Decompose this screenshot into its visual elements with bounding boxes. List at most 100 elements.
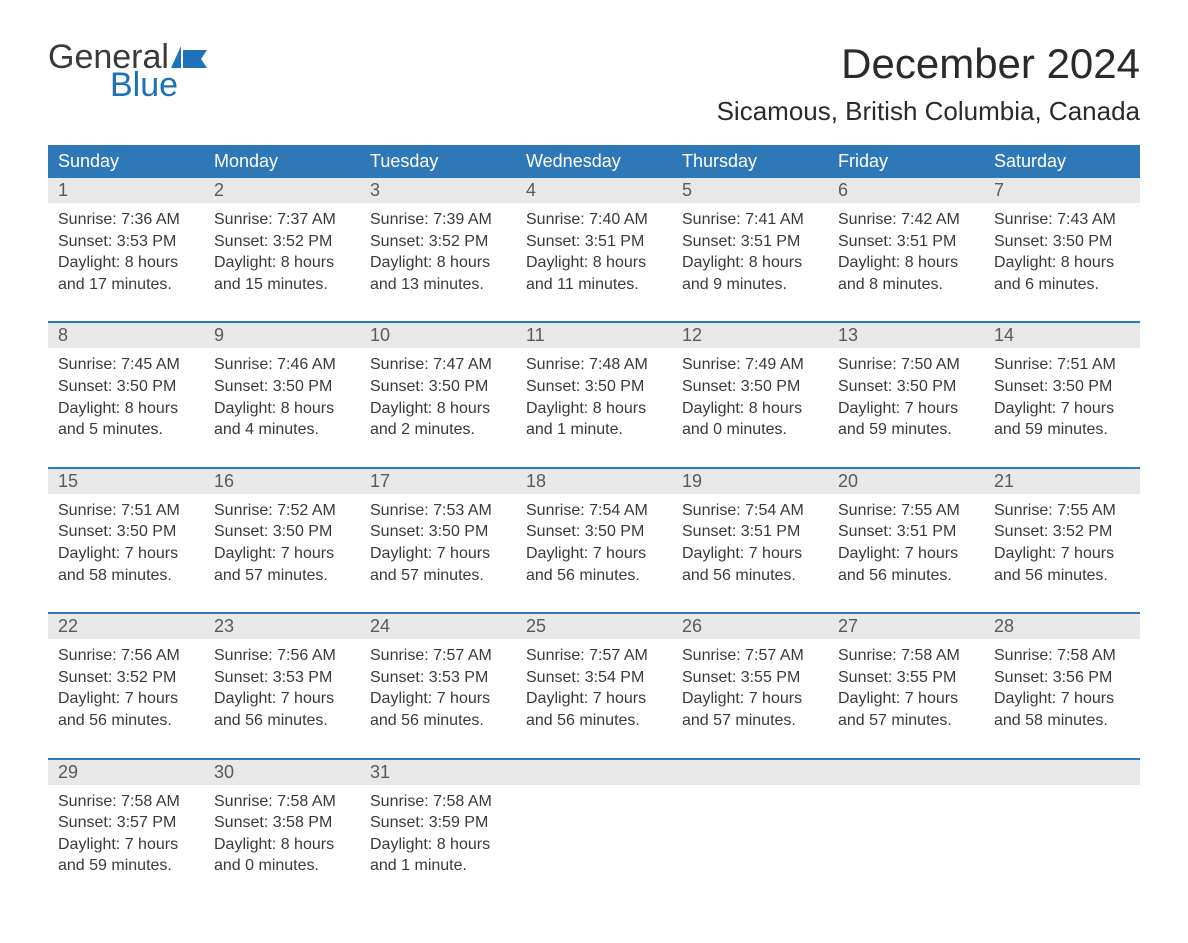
sunset-text: Sunset: 3:50 PM <box>526 521 662 543</box>
daylight-text: Daylight: 7 hours <box>838 543 974 565</box>
day-cell <box>516 785 672 903</box>
daylight-text: Daylight: 7 hours <box>838 688 974 710</box>
title-block: December 2024 Sicamous, British Columbia… <box>717 40 1140 127</box>
daylight-text: and 57 minutes. <box>214 565 350 587</box>
sunset-text: Sunset: 3:52 PM <box>214 231 350 253</box>
daylight-text: Daylight: 8 hours <box>370 252 506 274</box>
daylight-text: Daylight: 7 hours <box>682 543 818 565</box>
daylight-text: and 1 minute. <box>370 855 506 877</box>
sunrise-text: Sunrise: 7:47 AM <box>370 354 506 376</box>
sunset-text: Sunset: 3:51 PM <box>526 231 662 253</box>
day-number: 27 <box>828 614 984 639</box>
day-cell: Sunrise: 7:56 AMSunset: 3:53 PMDaylight:… <box>204 639 360 757</box>
flag-icon <box>171 46 207 68</box>
daylight-text: and 57 minutes. <box>838 710 974 732</box>
daylight-text: Daylight: 7 hours <box>58 543 194 565</box>
location-text: Sicamous, British Columbia, Canada <box>717 96 1140 127</box>
daylight-text: and 56 minutes. <box>682 565 818 587</box>
sunset-text: Sunset: 3:50 PM <box>58 376 194 398</box>
sunrise-text: Sunrise: 7:55 AM <box>994 500 1130 522</box>
day-cell: Sunrise: 7:49 AMSunset: 3:50 PMDaylight:… <box>672 348 828 466</box>
sunrise-text: Sunrise: 7:37 AM <box>214 209 350 231</box>
sunset-text: Sunset: 3:59 PM <box>370 812 506 834</box>
day-number <box>516 760 672 785</box>
sunrise-text: Sunrise: 7:46 AM <box>214 354 350 376</box>
daylight-text: and 1 minute. <box>526 419 662 441</box>
day-cell: Sunrise: 7:48 AMSunset: 3:50 PMDaylight:… <box>516 348 672 466</box>
daylight-text: Daylight: 7 hours <box>214 543 350 565</box>
day-cell: Sunrise: 7:51 AMSunset: 3:50 PMDaylight:… <box>984 348 1140 466</box>
daylight-text: Daylight: 7 hours <box>838 398 974 420</box>
daylight-text: Daylight: 7 hours <box>370 543 506 565</box>
day-cell <box>672 785 828 903</box>
calendar: Sunday Monday Tuesday Wednesday Thursday… <box>48 145 1140 903</box>
sunrise-text: Sunrise: 7:50 AM <box>838 354 974 376</box>
daylight-text: and 56 minutes. <box>58 710 194 732</box>
daylight-text: and 0 minutes. <box>214 855 350 877</box>
day-cell: Sunrise: 7:58 AMSunset: 3:57 PMDaylight:… <box>48 785 204 903</box>
daylight-text: and 4 minutes. <box>214 419 350 441</box>
daylight-text: and 56 minutes. <box>526 565 662 587</box>
day-cell: Sunrise: 7:53 AMSunset: 3:50 PMDaylight:… <box>360 494 516 612</box>
day-number: 12 <box>672 323 828 348</box>
day-number: 22 <box>48 614 204 639</box>
day-number-row: 15161718192021 <box>48 469 1140 494</box>
day-number: 17 <box>360 469 516 494</box>
sunset-text: Sunset: 3:50 PM <box>214 521 350 543</box>
day-header-wed: Wednesday <box>516 145 672 178</box>
day-cell: Sunrise: 7:50 AMSunset: 3:50 PMDaylight:… <box>828 348 984 466</box>
day-header-sun: Sunday <box>48 145 204 178</box>
daylight-text: and 6 minutes. <box>994 274 1130 296</box>
day-number: 26 <box>672 614 828 639</box>
day-cell: Sunrise: 7:37 AMSunset: 3:52 PMDaylight:… <box>204 203 360 321</box>
daylight-text: Daylight: 8 hours <box>526 252 662 274</box>
daylight-text: Daylight: 7 hours <box>526 688 662 710</box>
daylight-text: Daylight: 8 hours <box>58 252 194 274</box>
daylight-text: and 8 minutes. <box>838 274 974 296</box>
day-cell: Sunrise: 7:54 AMSunset: 3:50 PMDaylight:… <box>516 494 672 612</box>
sunset-text: Sunset: 3:56 PM <box>994 667 1130 689</box>
daylight-text: and 56 minutes. <box>370 710 506 732</box>
sunset-text: Sunset: 3:51 PM <box>682 231 818 253</box>
daylight-text: and 5 minutes. <box>58 419 194 441</box>
sunset-text: Sunset: 3:50 PM <box>994 231 1130 253</box>
day-number: 9 <box>204 323 360 348</box>
sunrise-text: Sunrise: 7:43 AM <box>994 209 1130 231</box>
sunset-text: Sunset: 3:52 PM <box>370 231 506 253</box>
daylight-text: Daylight: 8 hours <box>994 252 1130 274</box>
day-cell: Sunrise: 7:47 AMSunset: 3:50 PMDaylight:… <box>360 348 516 466</box>
calendar-week: 22232425262728Sunrise: 7:56 AMSunset: 3:… <box>48 612 1140 757</box>
sunset-text: Sunset: 3:51 PM <box>682 521 818 543</box>
day-number: 18 <box>516 469 672 494</box>
day-number <box>828 760 984 785</box>
day-number: 13 <box>828 323 984 348</box>
day-cell: Sunrise: 7:52 AMSunset: 3:50 PMDaylight:… <box>204 494 360 612</box>
daylight-text: and 59 minutes. <box>838 419 974 441</box>
sunrise-text: Sunrise: 7:36 AM <box>58 209 194 231</box>
daylight-text: and 56 minutes. <box>838 565 974 587</box>
daylight-text: and 11 minutes. <box>526 274 662 296</box>
sunset-text: Sunset: 3:50 PM <box>838 376 974 398</box>
day-header-mon: Monday <box>204 145 360 178</box>
day-cell: Sunrise: 7:46 AMSunset: 3:50 PMDaylight:… <box>204 348 360 466</box>
sunset-text: Sunset: 3:50 PM <box>214 376 350 398</box>
day-number: 15 <box>48 469 204 494</box>
day-number: 23 <box>204 614 360 639</box>
calendar-week: 293031Sunrise: 7:58 AMSunset: 3:57 PMDay… <box>48 758 1140 903</box>
day-cell: Sunrise: 7:51 AMSunset: 3:50 PMDaylight:… <box>48 494 204 612</box>
day-cell <box>984 785 1140 903</box>
day-number: 28 <box>984 614 1140 639</box>
day-number-row: 891011121314 <box>48 323 1140 348</box>
day-cell: Sunrise: 7:40 AMSunset: 3:51 PMDaylight:… <box>516 203 672 321</box>
day-number: 20 <box>828 469 984 494</box>
daylight-text: and 9 minutes. <box>682 274 818 296</box>
day-number: 8 <box>48 323 204 348</box>
day-number: 30 <box>204 760 360 785</box>
sunset-text: Sunset: 3:53 PM <box>58 231 194 253</box>
daylight-text: Daylight: 7 hours <box>58 834 194 856</box>
sunrise-text: Sunrise: 7:57 AM <box>526 645 662 667</box>
day-header-tue: Tuesday <box>360 145 516 178</box>
daylight-text: Daylight: 8 hours <box>58 398 194 420</box>
sunset-text: Sunset: 3:51 PM <box>838 231 974 253</box>
daylight-text: and 56 minutes. <box>526 710 662 732</box>
